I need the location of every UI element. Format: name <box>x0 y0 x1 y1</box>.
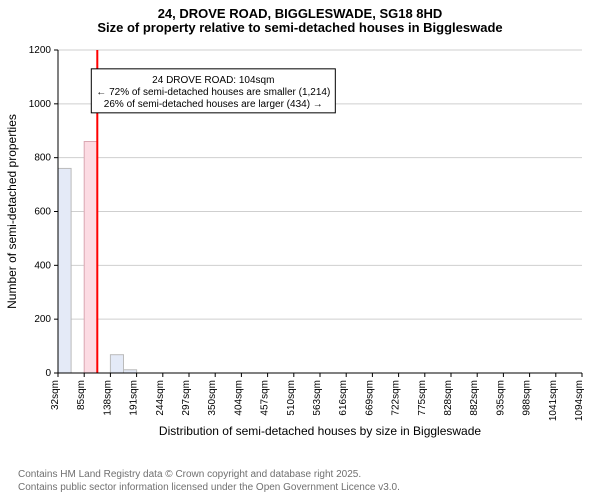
x-tick-label: 1041sqm <box>548 380 559 421</box>
histogram-chart: 0 200 400 600 800 1000 1200 32sqm 85sqm 138sqm 191… <box>0 40 600 445</box>
svg-text:600: 600 <box>34 207 51 218</box>
x-tick-label: 775sqm <box>417 380 428 416</box>
x-tick-label: 669sqm <box>364 380 375 416</box>
x-tick-label: 563sqm <box>312 380 323 416</box>
x-tick-label: 510sqm <box>286 380 297 416</box>
svg-text:200: 200 <box>34 314 51 325</box>
x-tick-label: 297sqm <box>181 380 192 416</box>
highlight-bar <box>84 142 97 373</box>
footer-line2: Contains public sector information licen… <box>18 482 400 495</box>
histogram-bar <box>110 355 123 373</box>
footer-attribution: Contains HM Land Registry data © Crown c… <box>18 469 400 494</box>
annotation-text: 26% of semi-detached houses are larger (… <box>104 99 323 110</box>
svg-text:0: 0 <box>45 368 51 379</box>
chart-container: 0 200 400 600 800 1000 1200 32sqm 85sqm 138sqm 191… <box>0 40 600 445</box>
x-tick-label: 616sqm <box>338 380 349 416</box>
x-tick-label: 457sqm <box>260 380 271 416</box>
x-tick-label: 191sqm <box>129 380 140 416</box>
svg-text:400: 400 <box>34 260 51 271</box>
x-tick-label: 1094sqm <box>574 380 585 421</box>
annotation-text: 24 DROVE ROAD: 104sqm <box>152 75 274 86</box>
x-tick-label: 722sqm <box>391 380 402 416</box>
x-tick-label: 85sqm <box>76 380 87 410</box>
x-tick-label: 935sqm <box>495 380 506 416</box>
x-tick-label: 138sqm <box>102 380 113 416</box>
x-tick-label: 350sqm <box>207 380 218 416</box>
annotation-text: ← 72% of semi-detached houses are smalle… <box>96 87 330 98</box>
x-tick-label: 882sqm <box>469 380 480 416</box>
y-axis-label: Number of semi-detached properties <box>5 114 19 309</box>
title-block: 24, DROVE ROAD, BIGGLESWADE, SG18 8HD Si… <box>0 0 600 35</box>
title-line2: Size of property relative to semi-detach… <box>0 20 600 35</box>
x-tick-label: 828sqm <box>443 380 454 416</box>
svg-text:800: 800 <box>34 153 51 164</box>
x-tick-label: 244sqm <box>155 380 166 416</box>
x-tick-label: 988sqm <box>522 380 533 416</box>
x-axis-label: Distribution of semi-detached houses by … <box>159 424 481 438</box>
x-tick-label: 32sqm <box>50 380 61 410</box>
histogram-bar <box>58 168 71 373</box>
svg-text:1200: 1200 <box>29 45 52 56</box>
x-tick-label: 404sqm <box>233 380 244 416</box>
svg-text:1000: 1000 <box>29 99 52 110</box>
footer-line1: Contains HM Land Registry data © Crown c… <box>18 469 400 482</box>
title-line1: 24, DROVE ROAD, BIGGLESWADE, SG18 8HD <box>0 6 600 21</box>
